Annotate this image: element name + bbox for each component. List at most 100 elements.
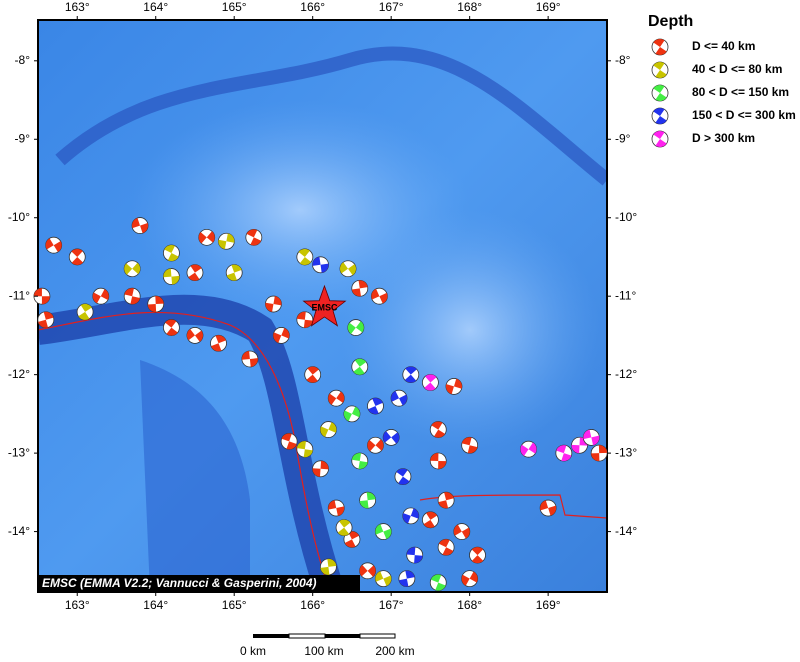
- beachball-quadrant: [147, 296, 164, 313]
- beachball: [319, 558, 337, 576]
- beachball: [422, 511, 439, 529]
- beachball-quadrant: [92, 289, 109, 304]
- beachball-quadrant: [430, 574, 446, 591]
- y-tick-label: -8°: [15, 53, 31, 67]
- beachball-quadrant: [391, 391, 408, 406]
- y-tick-label: -9°: [615, 131, 631, 145]
- legend-label: D <= 40 km: [692, 39, 755, 53]
- beachball: [437, 538, 455, 556]
- x-tick-label: 164°: [143, 598, 168, 612]
- beachball: [296, 248, 314, 266]
- y-tick-label: -11°: [9, 288, 30, 302]
- beachball: [92, 287, 110, 305]
- beachball-quadrant: [404, 366, 417, 383]
- beachball: [304, 366, 322, 384]
- beachball: [351, 452, 369, 470]
- y-tick-label: -14°: [615, 524, 637, 538]
- x-tick-label: 166°: [300, 598, 325, 612]
- x-tick-label: 167°: [379, 0, 404, 14]
- beachball-quadrant: [165, 319, 178, 336]
- scale-segment: [253, 634, 289, 638]
- beachball-quadrant: [218, 233, 235, 250]
- beachball: [163, 319, 180, 336]
- legend-label: 40 < D <= 80 km: [692, 62, 782, 76]
- beachball: [367, 397, 384, 415]
- y-tick-label: -8°: [615, 53, 631, 67]
- beachball: [461, 570, 479, 588]
- beachball: [319, 421, 337, 438]
- y-tick-label: -12°: [615, 367, 637, 381]
- scale-label: 0 km: [240, 644, 266, 657]
- beachball: [272, 327, 290, 344]
- beachball-quadrant: [453, 524, 470, 539]
- y-tick-label: -10°: [615, 210, 637, 224]
- scale-segment: [288, 633, 326, 639]
- beachball: [582, 429, 600, 446]
- beachball-quadrant: [653, 62, 667, 78]
- beachball: [351, 279, 369, 297]
- beachball: [68, 248, 86, 266]
- beachball: [241, 350, 259, 368]
- beachball: [422, 374, 439, 391]
- beachball-quadrant: [241, 351, 258, 367]
- basemap: [38, 20, 607, 592]
- beachball: [402, 507, 420, 525]
- beachball-quadrant: [402, 508, 419, 524]
- beachball-quadrant: [431, 421, 446, 438]
- beachball-quadrant: [312, 256, 329, 273]
- beachball: [429, 421, 447, 438]
- beachball-quadrant: [461, 437, 478, 454]
- beachball-quadrant: [351, 280, 368, 297]
- beachball-quadrant: [78, 303, 92, 320]
- beachball: [37, 311, 55, 329]
- beachball-quadrant: [653, 131, 667, 147]
- beachball: [402, 366, 420, 384]
- beachball: [327, 389, 345, 407]
- beachball: [398, 570, 416, 588]
- beachball-quadrant: [296, 441, 313, 458]
- x-tick-label: 167°: [379, 598, 404, 612]
- beachball-quadrant: [351, 452, 368, 469]
- beachball: [312, 256, 329, 274]
- beachball: [296, 311, 314, 329]
- beachball-quadrant: [540, 500, 557, 516]
- beachball: [343, 405, 361, 423]
- beachball: [296, 440, 314, 458]
- beachball-quadrant: [367, 439, 384, 452]
- beachball-quadrant: [198, 231, 215, 244]
- beachball-quadrant: [396, 468, 410, 485]
- legend-title: Depth: [648, 13, 693, 30]
- x-tick-label: 164°: [143, 0, 168, 14]
- legend-label: 80 < D <= 150 km: [692, 85, 789, 99]
- beachball-quadrant: [312, 460, 329, 477]
- beachball: [327, 499, 345, 517]
- x-tick-label: 165°: [222, 598, 247, 612]
- scale-label: 200 km: [375, 644, 414, 657]
- beachball: [312, 460, 329, 478]
- beachball: [651, 61, 669, 79]
- epicenter-label: EMSC: [311, 302, 338, 312]
- beachball: [335, 519, 353, 537]
- beachball: [429, 574, 447, 591]
- beachball-quadrant: [371, 288, 388, 304]
- beachball-quadrant: [571, 437, 588, 454]
- beachball: [225, 264, 243, 282]
- beachball-quadrant: [265, 296, 282, 312]
- beachball-quadrant: [556, 445, 572, 462]
- beachball: [198, 228, 216, 246]
- beachball: [590, 444, 608, 462]
- beachball-quadrant: [188, 264, 202, 281]
- beachball: [123, 287, 141, 305]
- beachball-quadrant: [424, 374, 437, 391]
- beachball-quadrant: [33, 288, 50, 305]
- beachball-quadrant: [71, 248, 84, 265]
- beachball-quadrant: [45, 238, 62, 253]
- x-tick-label: 163°: [65, 0, 90, 14]
- beachball: [651, 107, 669, 125]
- beachball-quadrant: [124, 262, 141, 275]
- beachball-quadrant: [347, 321, 364, 334]
- x-tick-label: 168°: [457, 0, 482, 14]
- beachball-quadrant: [438, 492, 454, 509]
- x-tick-label: 163°: [65, 598, 90, 612]
